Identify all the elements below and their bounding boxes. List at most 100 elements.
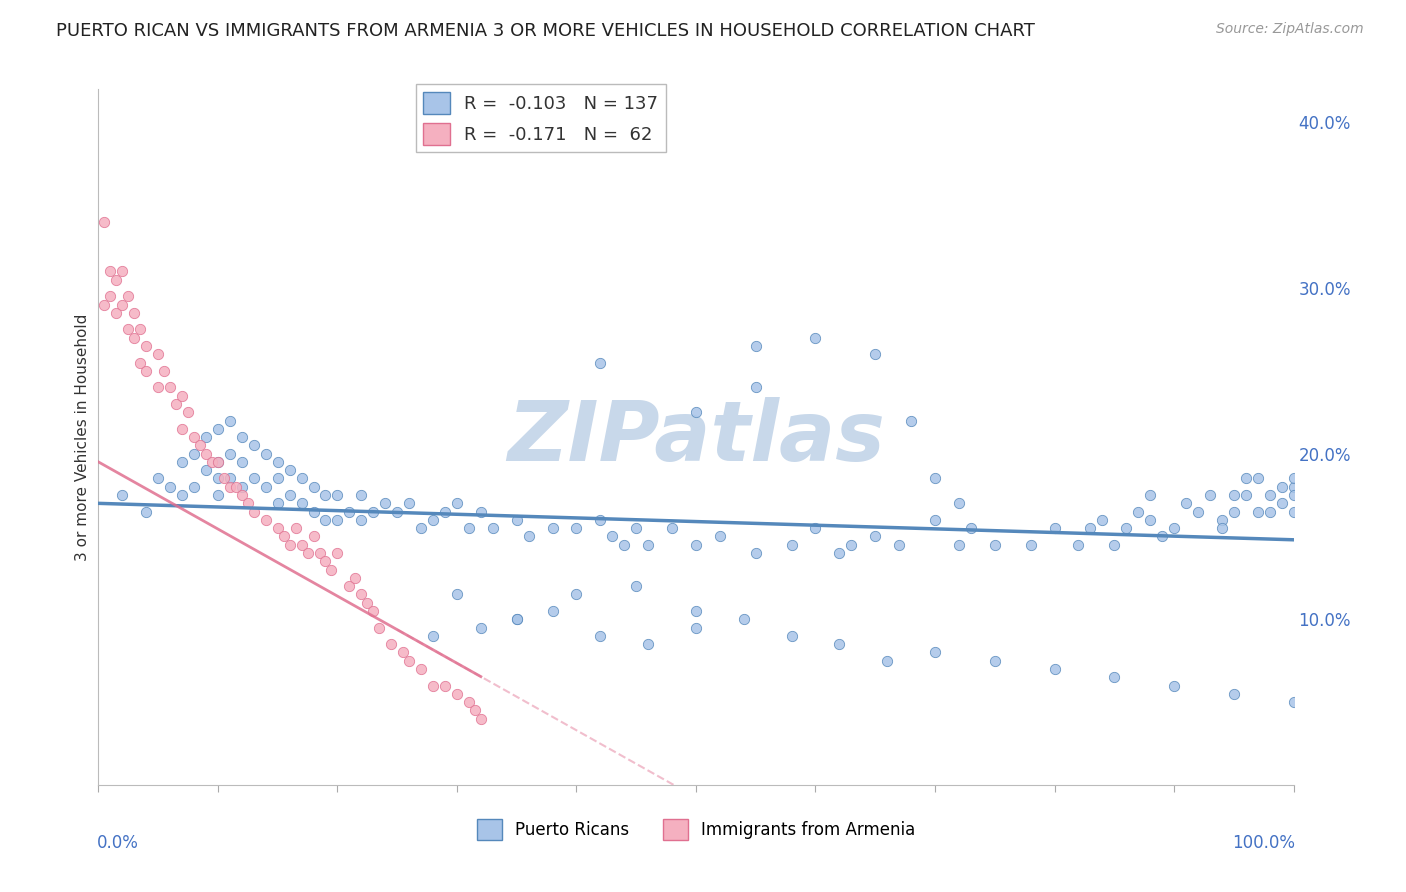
Point [363, 604, 385, 618]
Point [326, 546, 349, 560]
Point [273, 529, 295, 543]
Point [745, 339, 768, 353]
Point [541, 521, 564, 535]
Point [685, 538, 707, 552]
Point [398, 496, 420, 510]
Point [470, 712, 492, 726]
Point [1128, 505, 1150, 519]
Point [172, 488, 194, 502]
Point [446, 587, 468, 601]
Point [117, 289, 139, 303]
Point [231, 480, 253, 494]
Point [685, 604, 707, 618]
Point [745, 380, 768, 394]
Point [111, 488, 134, 502]
Point [374, 496, 396, 510]
Point [422, 513, 444, 527]
Point [111, 264, 134, 278]
Point [470, 505, 492, 519]
Point [1223, 488, 1246, 502]
Point [446, 496, 468, 510]
Point [458, 695, 481, 709]
Point [124, 331, 146, 345]
Point [172, 422, 194, 436]
Point [124, 306, 146, 320]
Point [745, 546, 768, 560]
Point [506, 513, 529, 527]
Point [225, 480, 247, 494]
Point [291, 471, 314, 485]
Point [302, 505, 325, 519]
Point [589, 629, 612, 643]
Point [302, 480, 325, 494]
Point [236, 496, 259, 510]
Point [876, 654, 898, 668]
Point [267, 521, 290, 535]
Point [637, 637, 659, 651]
Point [368, 621, 391, 635]
Point [733, 612, 755, 626]
Point [637, 538, 659, 552]
Point [243, 505, 266, 519]
Text: Source: ZipAtlas.com: Source: ZipAtlas.com [1216, 22, 1364, 37]
Point [506, 612, 529, 626]
Point [350, 587, 373, 601]
Point [1139, 513, 1161, 527]
Point [411, 662, 433, 676]
Point [685, 621, 707, 635]
Point [98, 264, 122, 278]
Point [709, 529, 731, 543]
Point [135, 364, 157, 378]
Point [422, 629, 444, 643]
Point [889, 538, 911, 552]
Point [613, 538, 636, 552]
Point [1115, 521, 1137, 535]
Point [339, 505, 361, 519]
Point [207, 488, 229, 502]
Point [165, 397, 187, 411]
Point [841, 538, 863, 552]
Point [506, 612, 529, 626]
Point [661, 521, 683, 535]
Point [924, 645, 946, 659]
Point [804, 331, 827, 345]
Y-axis label: 3 or more Vehicles in Household: 3 or more Vehicles in Household [75, 313, 90, 561]
Point [291, 538, 314, 552]
Point [219, 480, 242, 494]
Point [948, 496, 970, 510]
Point [350, 513, 373, 527]
Point [219, 447, 242, 461]
Point [685, 405, 707, 419]
Point [589, 355, 612, 369]
Point [1211, 521, 1233, 535]
Point [1067, 538, 1090, 552]
Point [1282, 695, 1305, 709]
Point [315, 513, 337, 527]
Point [1043, 662, 1066, 676]
Point [207, 471, 229, 485]
Point [1247, 471, 1270, 485]
Point [1139, 488, 1161, 502]
Point [380, 637, 402, 651]
Point [1258, 505, 1281, 519]
Point [188, 438, 211, 452]
Point [159, 380, 181, 394]
Point [153, 364, 176, 378]
Point [422, 679, 444, 693]
Point [565, 587, 588, 601]
Point [315, 554, 337, 568]
Point [195, 430, 218, 444]
Point [602, 529, 624, 543]
Point [392, 645, 415, 659]
Point [865, 529, 887, 543]
Point [984, 538, 1007, 552]
Point [565, 521, 588, 535]
Point [135, 505, 157, 519]
Point [589, 513, 612, 527]
Point [93, 297, 115, 311]
Point [148, 471, 170, 485]
Point [626, 521, 648, 535]
Point [1271, 496, 1294, 510]
Point [219, 471, 242, 485]
Point [1091, 513, 1114, 527]
